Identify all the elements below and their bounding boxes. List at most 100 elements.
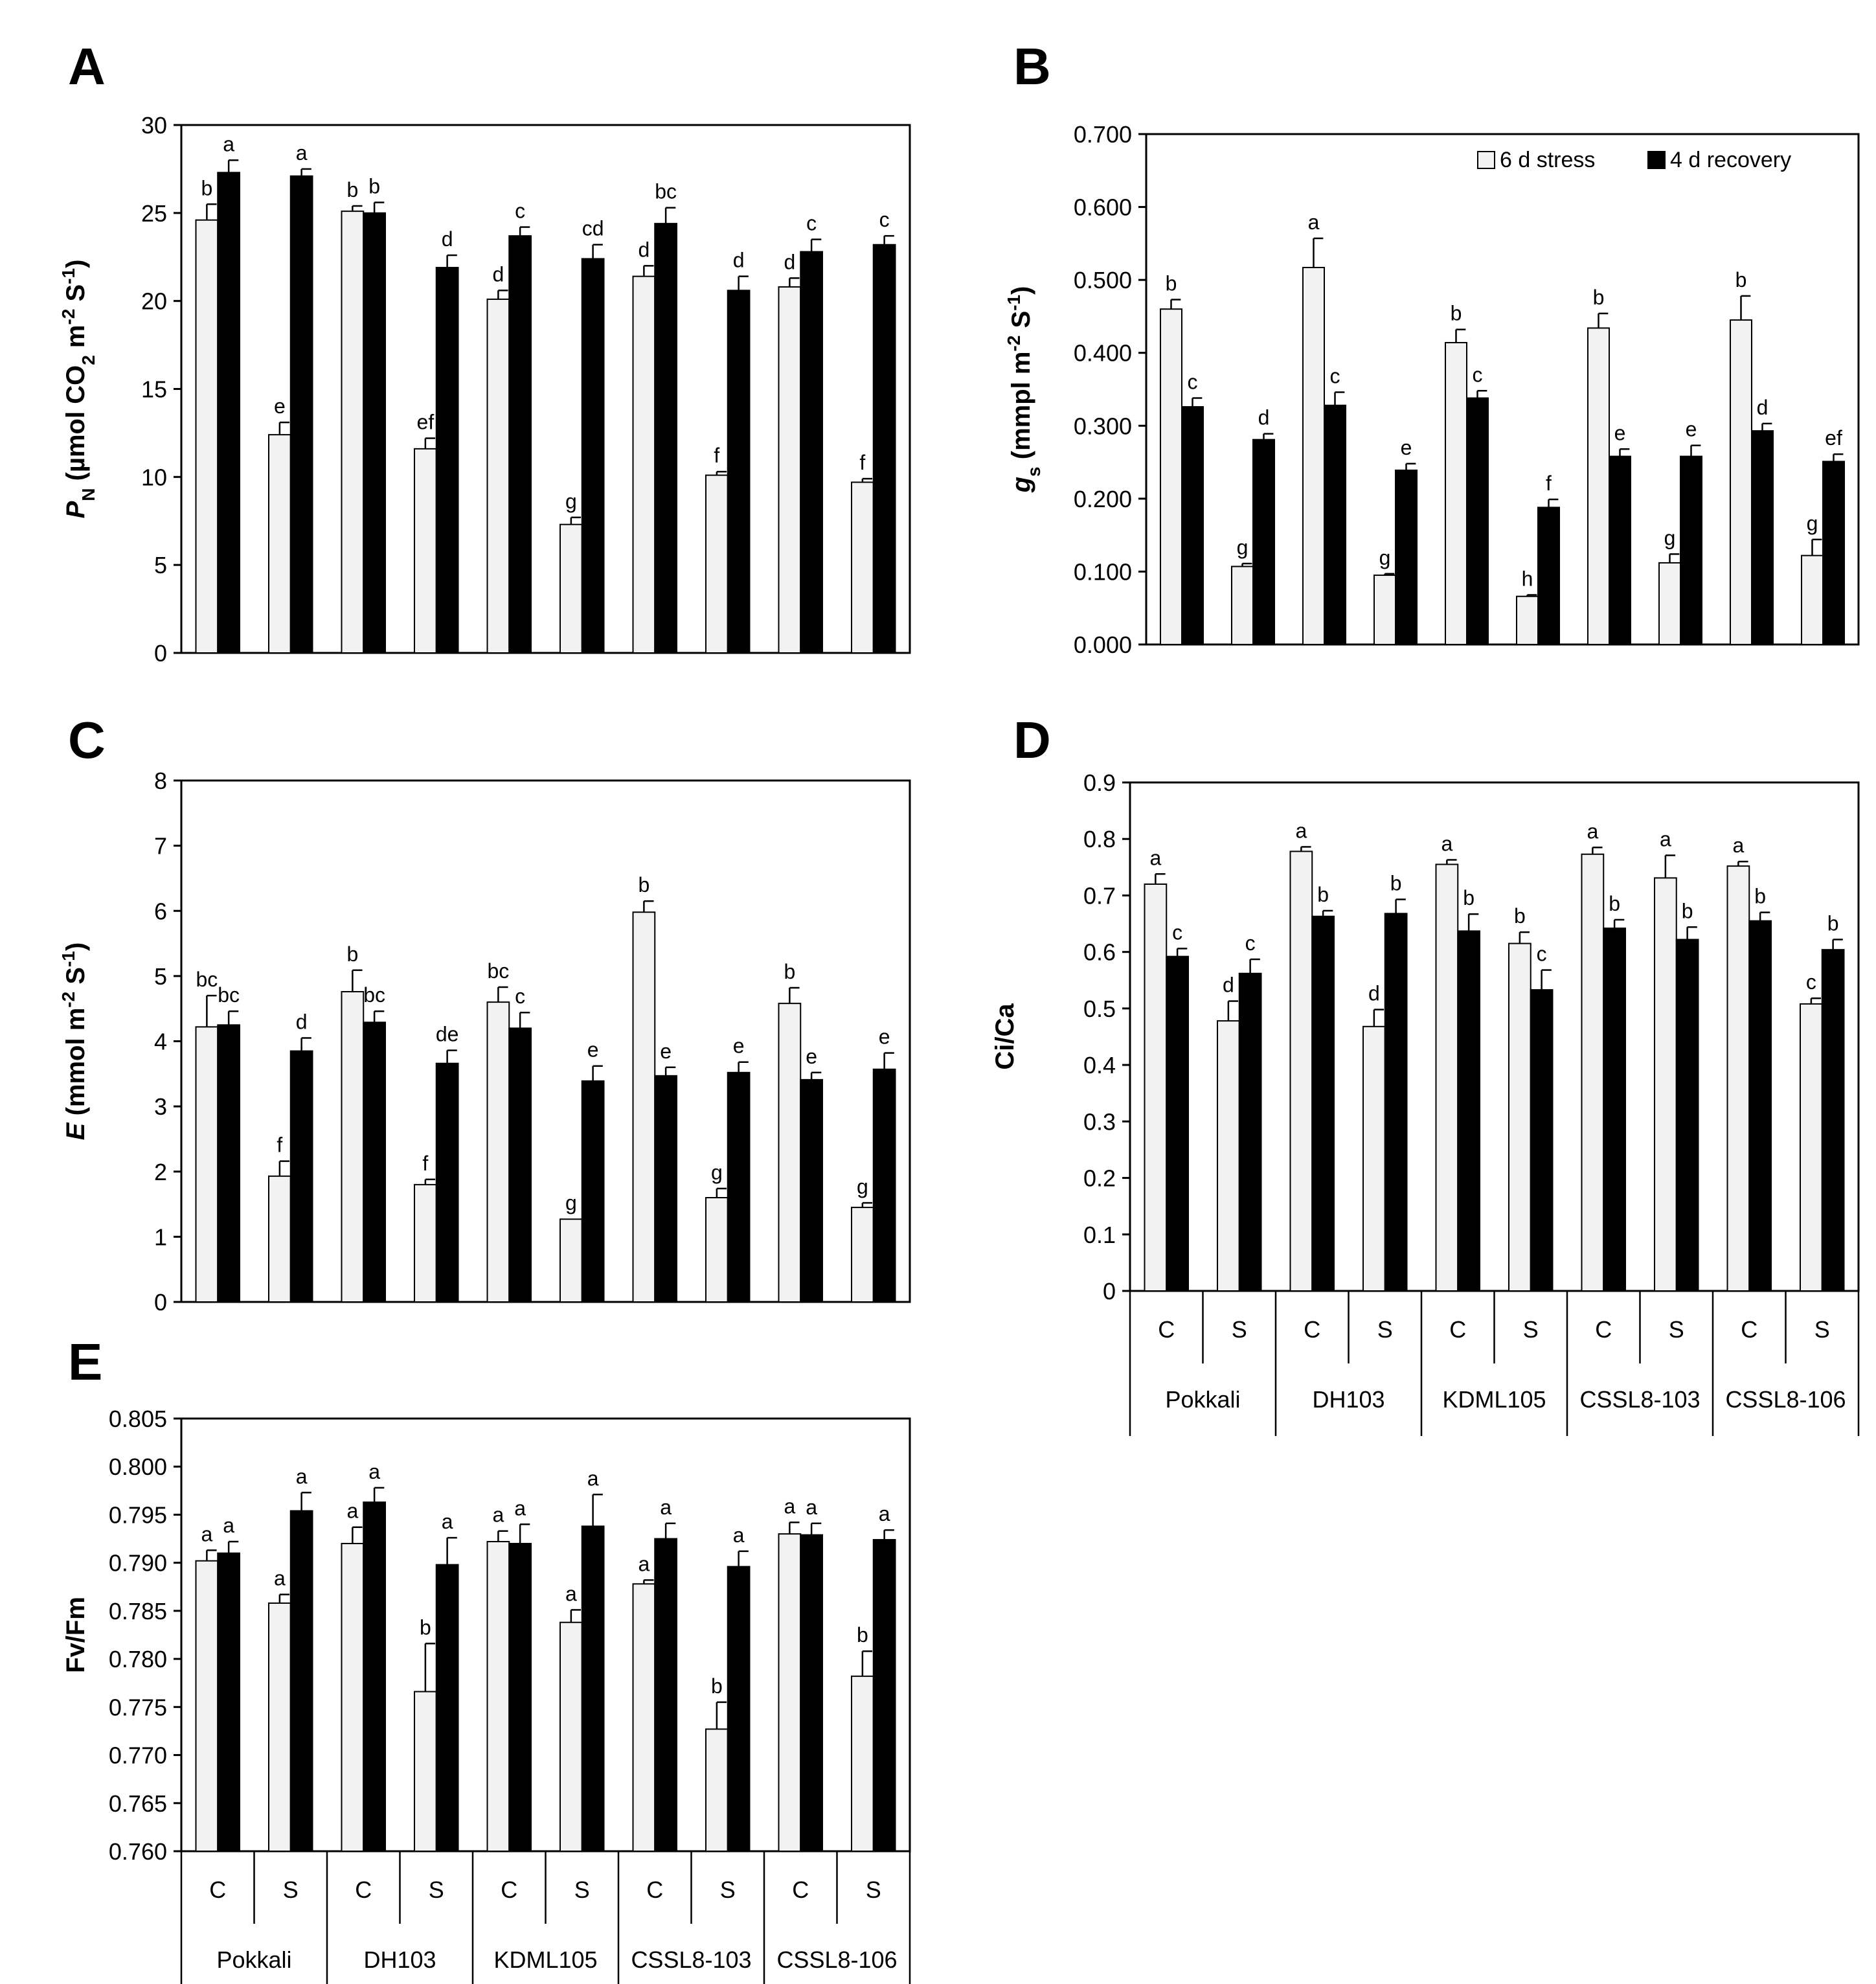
- treatment-label: C: [646, 1876, 663, 1903]
- significance-label: b: [1514, 904, 1526, 928]
- bar-recovery: [1238, 972, 1262, 1292]
- significance-label: c: [879, 208, 890, 231]
- significance-label: a: [296, 141, 308, 165]
- significance-label: a: [806, 1496, 817, 1519]
- significance-label: a: [442, 1510, 453, 1533]
- bar-recovery: [1821, 949, 1845, 1292]
- treatment-label: S: [1669, 1316, 1684, 1343]
- bar-stress: [632, 275, 656, 654]
- bar-stress: [195, 219, 219, 654]
- significance-label: b: [346, 942, 358, 966]
- bar-stress: [632, 911, 656, 1303]
- y-label-sup: -2: [58, 992, 78, 1008]
- y-tick-label: 1: [154, 1224, 167, 1250]
- significance-label: c: [1188, 371, 1198, 394]
- y-tick-label: 0.780: [109, 1646, 167, 1672]
- bar-stress: [778, 286, 802, 654]
- bar-stress: [1373, 575, 1396, 645]
- significance-label: g: [1807, 512, 1818, 535]
- bar-stress: [486, 1001, 510, 1303]
- treatment-label: C: [1449, 1316, 1466, 1343]
- significance-label: c: [1245, 931, 1256, 955]
- legend-swatch-stress: [1477, 151, 1495, 169]
- y-axis-label: Fv/Fm: [62, 1597, 90, 1673]
- bar-recovery: [217, 1024, 240, 1303]
- significance-label: g: [1664, 526, 1676, 549]
- treatment-label: C: [1304, 1316, 1320, 1343]
- y-label-text: S: [1007, 311, 1035, 336]
- bar-recovery: [508, 1542, 532, 1852]
- significance-label: a: [879, 1502, 890, 1525]
- bar-stress: [1508, 942, 1531, 1292]
- bar-recovery: [435, 1062, 459, 1303]
- legend-label-stress: 6 d stress: [1500, 148, 1595, 172]
- y-tick-label: 0.200: [1074, 486, 1132, 512]
- significance-label: d: [1368, 982, 1380, 1005]
- significance-label: ef: [417, 411, 435, 434]
- significance-label: b: [857, 1623, 868, 1647]
- significance-label: d: [784, 250, 795, 273]
- y-tick-label: 6: [154, 898, 167, 924]
- bar-recovery: [1324, 404, 1346, 645]
- bar-stress: [1302, 267, 1325, 645]
- y-axis-label: E (mmol m-2 S-1): [58, 942, 91, 1140]
- significance-label: a: [1308, 211, 1320, 234]
- significance-label: a: [587, 1466, 599, 1490]
- legend-swatch-recovery: [1647, 151, 1666, 169]
- significance-label: b: [1451, 302, 1462, 325]
- significance-label: a: [1732, 834, 1744, 857]
- y-tick-label: 0: [154, 640, 167, 667]
- significance-label: b: [638, 873, 650, 896]
- genotype-label: DH103: [363, 1946, 436, 1973]
- y-tick-label: 0: [1103, 1278, 1116, 1305]
- treatment-label: C: [792, 1876, 809, 1903]
- y-tick-label: 0.790: [109, 1550, 167, 1577]
- bar-stress: [414, 448, 437, 654]
- treatment-label: S: [1377, 1316, 1393, 1343]
- significance-label: b: [1166, 272, 1177, 295]
- significance-label: a: [296, 1465, 308, 1488]
- significance-label: g: [711, 1161, 723, 1184]
- bar-stress: [195, 1560, 219, 1852]
- bar-stress: [1726, 865, 1750, 1292]
- bar-recovery: [217, 1552, 240, 1853]
- significance-label: g: [1237, 536, 1249, 559]
- bar-recovery: [800, 251, 823, 654]
- bar-recovery: [1609, 455, 1631, 646]
- significance-label: e: [1401, 436, 1412, 459]
- bar-recovery: [872, 244, 896, 654]
- significance-label: de: [436, 1023, 459, 1046]
- bar-recovery: [1395, 469, 1418, 645]
- significance-label: b: [368, 175, 380, 198]
- significance-label: b: [1593, 286, 1605, 309]
- bar-recovery: [289, 1050, 313, 1303]
- bar-recovery: [1603, 928, 1626, 1292]
- bar-stress: [414, 1691, 437, 1853]
- significance-label: a: [784, 1494, 795, 1518]
- y-label-sup: -1: [58, 268, 78, 284]
- bar-stress: [559, 1218, 583, 1303]
- y-tick-label: 0.805: [109, 1406, 167, 1432]
- genotype-label: CSSL8-103: [1579, 1386, 1700, 1413]
- y-label-sub: s: [1024, 466, 1044, 477]
- significance-label: f: [714, 444, 719, 467]
- bar-recovery: [727, 290, 751, 654]
- y-tick-label: 5: [154, 963, 167, 990]
- significance-label: g: [1379, 546, 1391, 569]
- bar-stress: [1144, 884, 1168, 1292]
- bar-stress: [1730, 319, 1752, 645]
- bar-stress: [341, 1542, 365, 1852]
- significance-label: f: [1546, 472, 1552, 495]
- significance-label: bc: [363, 983, 385, 1007]
- significance-label: b: [201, 176, 212, 200]
- y-tick-label: 0.770: [109, 1742, 167, 1769]
- significance-label: f: [277, 1134, 282, 1157]
- significance-label: bc: [196, 968, 218, 991]
- y-label-text: ): [62, 942, 90, 951]
- genotype-label: KDML105: [493, 1946, 597, 1973]
- bar-recovery: [217, 172, 240, 654]
- bar-recovery: [800, 1078, 823, 1303]
- treatment-label: C: [1595, 1316, 1612, 1343]
- y-tick-label: 0.7: [1083, 882, 1116, 909]
